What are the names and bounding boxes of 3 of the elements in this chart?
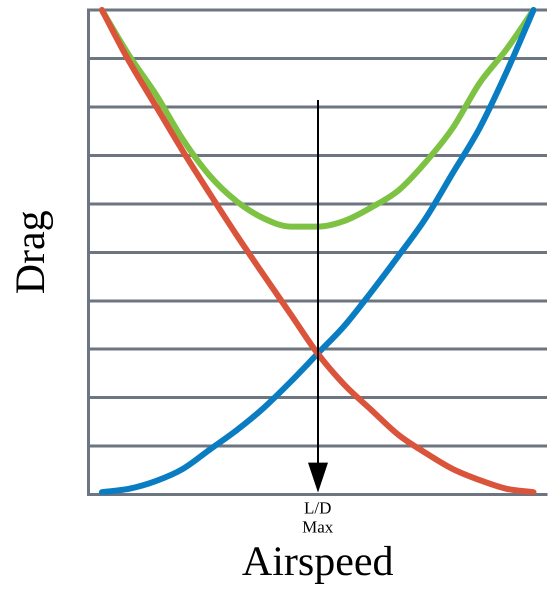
x-axis-title: Airspeed: [242, 538, 394, 585]
y-axis-title: Drag: [8, 210, 54, 294]
text: L/D Max: [302, 498, 334, 537]
